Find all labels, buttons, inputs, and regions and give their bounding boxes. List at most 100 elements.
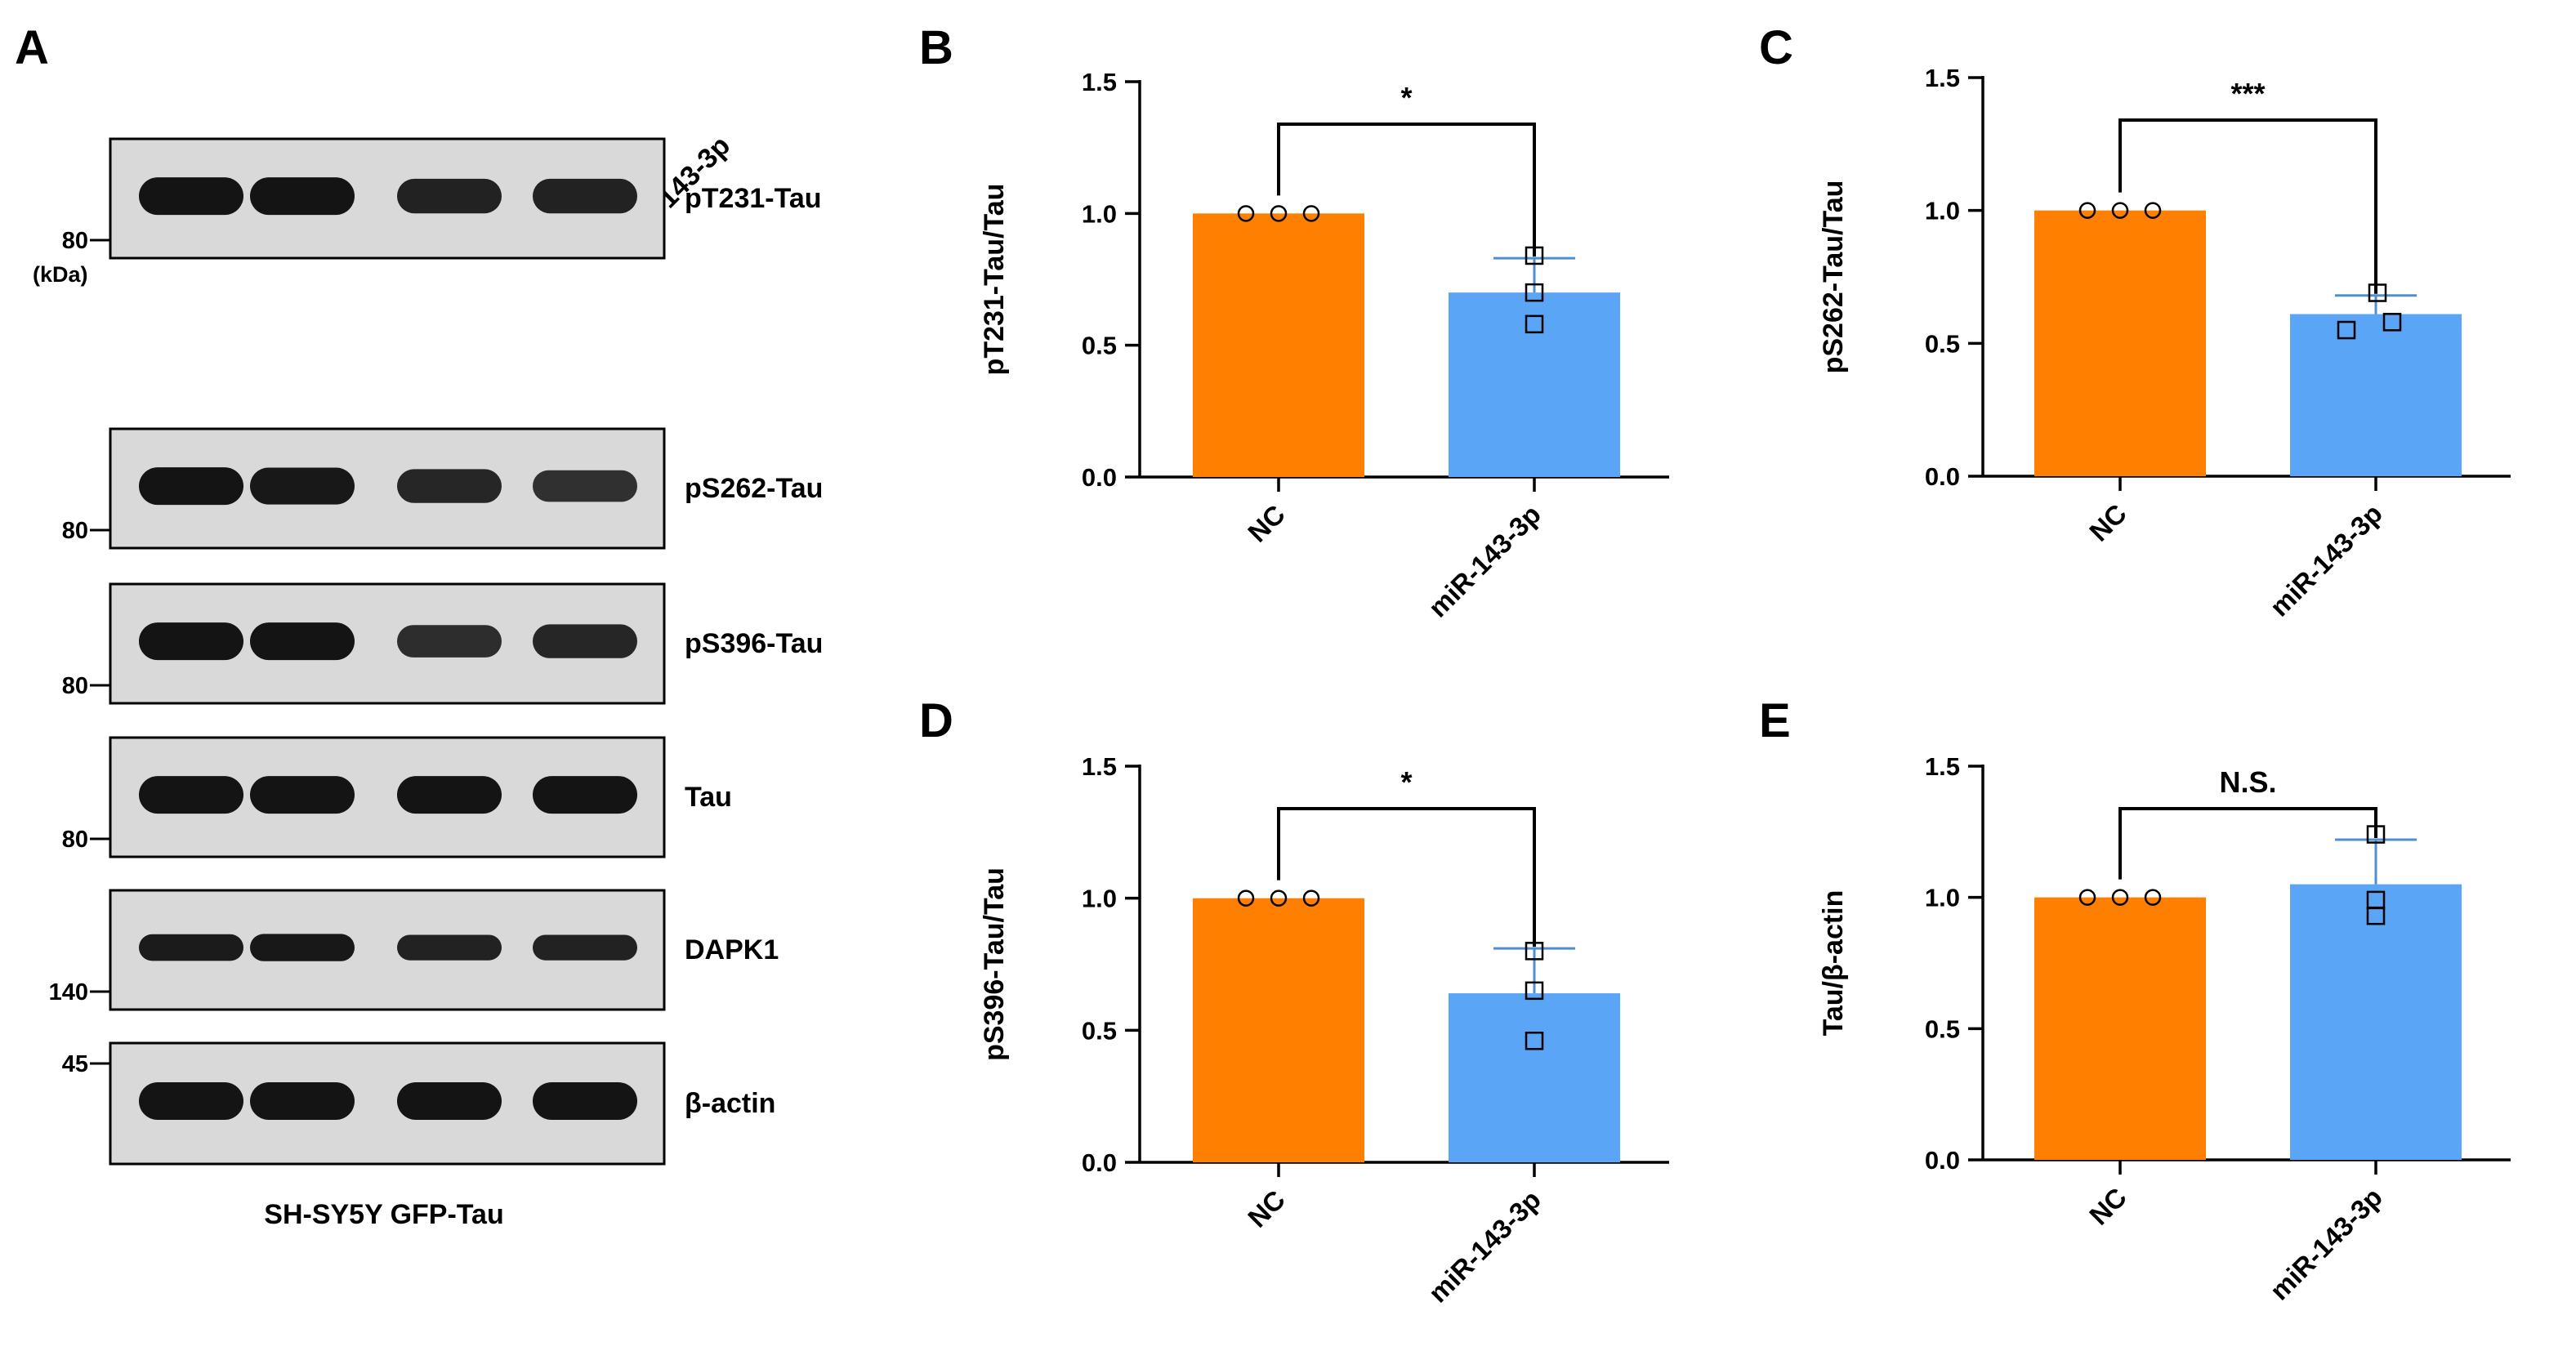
panel-letter: E xyxy=(1759,694,1791,747)
data-point-circle xyxy=(1237,205,1255,222)
blot-band xyxy=(139,177,243,216)
blot-band xyxy=(397,934,502,961)
blot-strip: DAPK1 140 xyxy=(49,889,779,1011)
blot-label: pT231-Tau xyxy=(685,183,822,214)
significance-bracket xyxy=(2118,118,2377,294)
blot-band xyxy=(397,469,502,503)
data-point-square xyxy=(2382,313,2402,332)
blot-band xyxy=(533,470,637,502)
kda-label: (kDa) xyxy=(33,262,88,287)
blot-band xyxy=(139,776,243,814)
y-tick-label: 1.0 xyxy=(1925,884,1960,912)
x-tick-label: NC xyxy=(2083,498,2132,547)
data-point-square xyxy=(1525,283,1544,302)
blot-band xyxy=(533,1082,637,1121)
blot-band xyxy=(397,625,502,658)
marker-label: 80 xyxy=(62,673,88,699)
y-tick-label: 0.0 xyxy=(1082,1148,1117,1177)
x-tick-label: NC xyxy=(2083,1182,2132,1231)
chart-panel-c: C 0.0 0.5 1.0 1.5 pS262-Tau/Tau NC miR-143-3p **… xyxy=(1759,21,2511,622)
blot-band xyxy=(250,177,355,216)
data-point-circle xyxy=(1270,205,1288,222)
blot-band xyxy=(533,624,637,658)
marker-label: 80 xyxy=(62,827,88,853)
blot-label: pS262-Tau xyxy=(685,473,823,504)
chart-panel-e: E 0.0 0.5 1.0 1.5 Tau/β-actin NC miR-143-3p N.S. xyxy=(1759,694,2511,1306)
y-tick-label: 0.0 xyxy=(1925,1146,1960,1175)
bar-mir-143-3p xyxy=(2290,314,2462,476)
blot-band xyxy=(250,622,355,661)
data-point-circle xyxy=(2144,202,2162,219)
blot-band xyxy=(397,776,502,814)
bar-mir-143-3p xyxy=(1449,993,1620,1162)
data-point-square xyxy=(1525,981,1544,1001)
bar-nc xyxy=(2034,210,2206,476)
data-point-circle xyxy=(2144,889,2162,906)
bar-nc xyxy=(1193,898,1364,1162)
data-point-square xyxy=(2366,906,2386,925)
blot-strip: Tau 80 xyxy=(62,736,732,858)
blot-band xyxy=(139,934,243,961)
y-tick-label: 1.0 xyxy=(1925,197,1960,225)
data-point-circle xyxy=(2111,202,2129,219)
panel-letter: D xyxy=(919,694,953,747)
blot-band xyxy=(533,776,637,814)
panel-a-western-blot: A (kDa) NCNCmiR-143-3pmiR-143-3p pT231-T… xyxy=(15,21,823,1230)
chart-panel-b: B 0.0 0.5 1.0 1.5 pT231-Tau/Tau NC miR-143-3p * xyxy=(919,21,1669,623)
blot-band xyxy=(397,1082,502,1121)
blot-band xyxy=(250,776,355,814)
marker-label: 80 xyxy=(62,518,88,544)
data-point-circle xyxy=(1302,205,1320,222)
blot-band xyxy=(250,934,355,961)
blot-band xyxy=(139,622,243,661)
panel-letter: B xyxy=(919,21,953,74)
marker-label: 45 xyxy=(62,1051,88,1077)
blot-strip: pS396-Tau 80 xyxy=(62,582,823,705)
blot-band xyxy=(533,178,637,214)
y-axis-label: pS396-Tau/Tau xyxy=(979,867,1010,1061)
blot-band xyxy=(397,178,502,214)
blot-label: pS396-Tau xyxy=(685,628,823,659)
marker-label: 80 xyxy=(62,228,88,254)
significance-label: * xyxy=(1400,81,1412,114)
blot-band xyxy=(533,934,637,961)
panel-a-letter: A xyxy=(15,21,49,74)
blot-strip: pT231-Tau 80 xyxy=(62,137,822,260)
blot-strips: pT231-Tau 80 pS262-Tau 80 pS396-Tau 80 Tau 80 DA… xyxy=(49,137,823,1166)
significance-label: * xyxy=(1400,765,1412,799)
x-tick-label: miR-143-3p xyxy=(2264,1182,2388,1306)
y-tick-label: 1.5 xyxy=(1082,68,1117,96)
bar-nc xyxy=(1193,213,1364,477)
y-tick-label: 1.5 xyxy=(1925,64,1960,92)
blot-label: Tau xyxy=(685,782,732,813)
y-tick-label: 0.0 xyxy=(1082,463,1117,492)
y-axis-label: Tau/β-actin xyxy=(1818,890,1849,1037)
data-point-circle xyxy=(2078,202,2096,219)
blot-band xyxy=(250,1082,355,1121)
y-tick-label: 0.5 xyxy=(1082,332,1117,360)
blot-label: β-actin xyxy=(685,1088,775,1119)
significance-bracket xyxy=(1277,807,1536,947)
blot-strip: pS262-Tau 80 xyxy=(62,427,823,550)
blot-strip: β-actin 45 xyxy=(62,1041,775,1166)
blot-label: DAPK1 xyxy=(685,934,779,965)
data-point-circle xyxy=(1270,890,1288,907)
data-point-circle xyxy=(1237,890,1255,907)
y-tick-label: 1.0 xyxy=(1082,885,1117,913)
y-axis-label: pS262-Tau/Tau xyxy=(1818,181,1849,374)
significance-bracket xyxy=(1277,123,1536,257)
x-tick-label: NC xyxy=(1242,1184,1291,1233)
data-point-circle xyxy=(2078,889,2096,906)
bar-nc xyxy=(2034,897,2206,1160)
x-tick-label: miR-143-3p xyxy=(2264,498,2388,622)
data-point-circle xyxy=(2111,889,2129,906)
x-tick-label: miR-143-3p xyxy=(1422,499,1547,623)
y-tick-label: 1.5 xyxy=(1082,752,1117,781)
data-point-square xyxy=(1525,1032,1544,1050)
data-point-square xyxy=(2337,320,2356,340)
marker-label: 140 xyxy=(49,979,88,1005)
blot-band xyxy=(139,467,243,506)
significance-label: N.S. xyxy=(2219,765,2276,799)
data-point-circle xyxy=(1302,890,1320,907)
